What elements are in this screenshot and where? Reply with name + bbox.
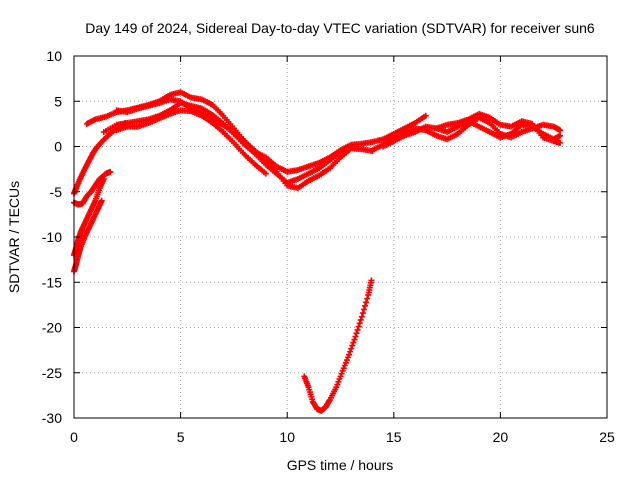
data-point	[351, 336, 358, 343]
y-tick-label: -15	[42, 274, 62, 290]
y-tick-label: -5	[50, 184, 63, 200]
y-tick-label: -30	[42, 410, 62, 426]
data-point	[346, 351, 353, 358]
series-arc-early-d	[71, 176, 107, 259]
data-point	[358, 313, 365, 320]
x-tick-label: 5	[177, 429, 185, 445]
data-point	[557, 132, 564, 139]
data-point	[100, 176, 107, 183]
ticks: 0 5 10 15 20 25 -30 -25 -20 -15 -10 -5 0 5 10	[42, 48, 615, 445]
data-point	[352, 333, 359, 340]
y-tick-label: -10	[42, 229, 62, 245]
chart-title: Day 149 of 2024, Sidereal Day-to-day VTE…	[85, 20, 595, 36]
series-arc-evening-dip	[301, 277, 375, 414]
x-tick-label: 0	[70, 429, 78, 445]
data-point	[362, 302, 369, 309]
data-point	[355, 323, 362, 330]
y-tick-label: 5	[54, 93, 62, 109]
x-tick-label: 20	[493, 429, 509, 445]
x-tick-label: 10	[279, 429, 295, 445]
y-tick-label: 0	[54, 139, 62, 155]
series-arc-morning-d	[113, 107, 269, 177]
data-point	[360, 306, 367, 313]
data-point	[557, 139, 564, 146]
data-point	[349, 342, 356, 349]
data-point	[107, 168, 114, 175]
series-layer	[71, 89, 564, 414]
y-tick-label: 10	[46, 48, 62, 64]
data-point	[354, 326, 361, 333]
data-point	[98, 197, 105, 204]
x-tick-label: 25	[599, 429, 615, 445]
series-arc-afternoon-b	[380, 118, 564, 150]
series-arc-early-c	[71, 197, 105, 275]
x-axis-title: GPS time / hours	[287, 457, 394, 473]
data-point	[422, 112, 429, 119]
x-tick-label: 15	[386, 429, 402, 445]
data-point	[347, 348, 354, 355]
data-point	[353, 330, 360, 337]
data-point	[368, 277, 375, 284]
data-point	[359, 310, 366, 317]
y-tick-label: -20	[42, 320, 62, 336]
series-arc-early-b	[71, 168, 114, 208]
y-tick-label: -25	[42, 365, 62, 381]
data-point	[350, 339, 357, 346]
data-point	[262, 170, 269, 177]
data-point	[557, 127, 564, 134]
data-point	[357, 316, 364, 323]
data-point	[356, 320, 363, 327]
data-point	[363, 299, 370, 306]
data-point	[364, 295, 371, 302]
series-arc-afternoon-c	[433, 110, 564, 146]
data-point	[348, 345, 355, 352]
y-axis-title: SDTVAR / TECUs	[6, 181, 22, 293]
